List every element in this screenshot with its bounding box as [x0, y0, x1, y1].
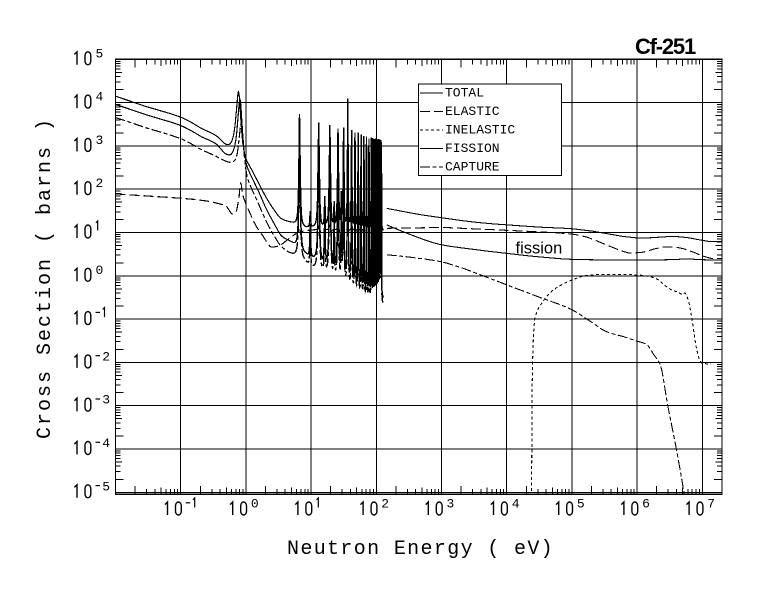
svg-text:7: 7	[707, 497, 715, 512]
svg-text:FISSION: FISSION	[445, 141, 500, 156]
svg-text:0: 0	[251, 497, 259, 512]
svg-text:5: 5	[102, 479, 110, 494]
svg-text:TOTAL: TOTAL	[445, 86, 484, 101]
svg-text:2: 2	[381, 497, 389, 512]
svg-text:3: 3	[102, 393, 110, 408]
svg-text:0: 0	[96, 263, 104, 278]
svg-text:INELASTIC: INELASTIC	[445, 123, 515, 138]
svg-text:fission: fission	[516, 240, 563, 258]
svg-text:2: 2	[102, 349, 110, 364]
svg-text:2: 2	[96, 176, 104, 191]
svg-text:5: 5	[96, 46, 104, 61]
svg-text:3: 3	[96, 133, 104, 148]
svg-text:4: 4	[512, 497, 520, 512]
svg-text:ELASTIC: ELASTIC	[445, 104, 500, 119]
svg-text:4: 4	[96, 90, 104, 105]
svg-text:6: 6	[642, 497, 650, 512]
svg-text:CAPTURE: CAPTURE	[445, 160, 500, 175]
svg-text:4: 4	[102, 436, 110, 451]
svg-text:Cross Section ( barns ): Cross Section ( barns )	[34, 117, 57, 439]
svg-text:Neutron Energy ( eV): Neutron Energy ( eV)	[287, 538, 554, 561]
svg-text:5: 5	[577, 497, 585, 512]
svg-text:3: 3	[447, 497, 455, 512]
svg-text:Cf-251: Cf-251	[635, 34, 696, 59]
